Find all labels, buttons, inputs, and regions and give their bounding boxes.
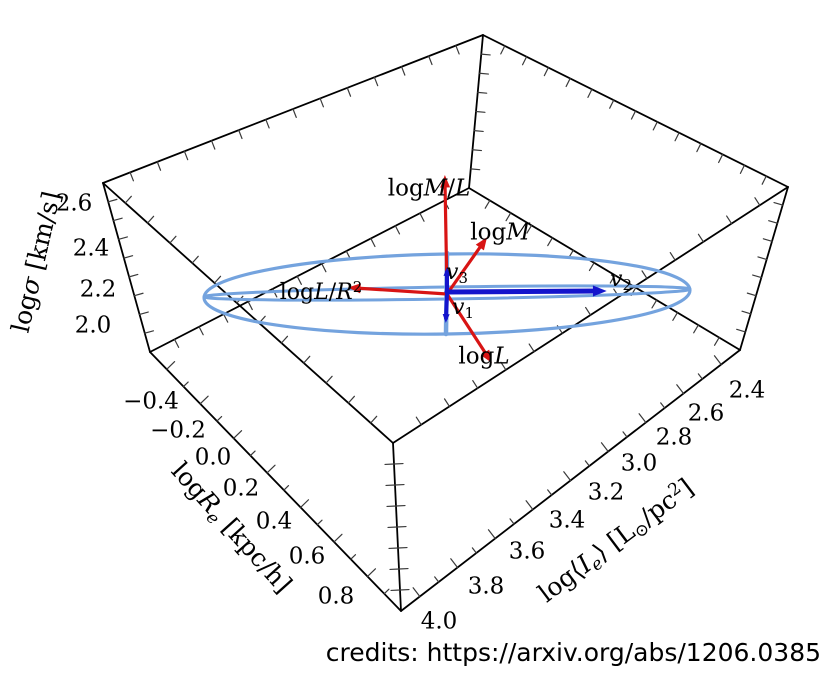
tick-label-y-3.6: 3.6 (508, 538, 546, 565)
tick-label-y-3.2: 3.2 (587, 479, 625, 506)
tick-label-y-3.0: 3.0 (620, 450, 658, 477)
tick-label-x-0.6: 0.6 (288, 543, 326, 570)
tick-label-x-0.4: 0.4 (255, 508, 293, 535)
label-logM: logM (470, 219, 530, 246)
plot-box-wireframe (102, 34, 789, 612)
label-logL-over-R2: logL/R2 (279, 277, 363, 306)
tick-label-x-−0.4: −0.4 (123, 388, 179, 415)
label-logM-over-L: logM/L (387, 175, 471, 202)
tick-label-y-2.8: 2.8 (655, 424, 693, 451)
credits-text: credits: https://arxiv.org/abs/1206.0385 (325, 638, 821, 667)
tick-label-x-0.2: 0.2 (222, 475, 260, 502)
tick-label-y-2.4: 2.4 (728, 377, 766, 404)
label-v3: v3 (446, 259, 468, 288)
tick-label-x-−0.2: −0.2 (150, 417, 206, 444)
eigenvectors (442, 267, 607, 323)
tick-label-z-2.0: 2.0 (74, 312, 112, 339)
label-v2: v2 (610, 266, 632, 295)
tick-label-y-3.4: 3.4 (548, 507, 586, 534)
label-logL: logL (458, 343, 510, 370)
label-v1: v1 (452, 294, 474, 323)
tick-label-z-2.6: 2.6 (55, 190, 93, 217)
tick-label-y-4.0: 4.0 (420, 608, 458, 635)
tick-label-y-3.8: 3.8 (467, 573, 505, 600)
tick-label-z-2.4: 2.4 (72, 235, 110, 262)
tick-label-x-0.8: 0.8 (317, 583, 355, 610)
tick-label-z-2.2: 2.2 (79, 276, 117, 303)
tick-label-y-2.6: 2.6 (687, 400, 725, 427)
tick-label-x-0.0: 0.0 (194, 444, 232, 471)
